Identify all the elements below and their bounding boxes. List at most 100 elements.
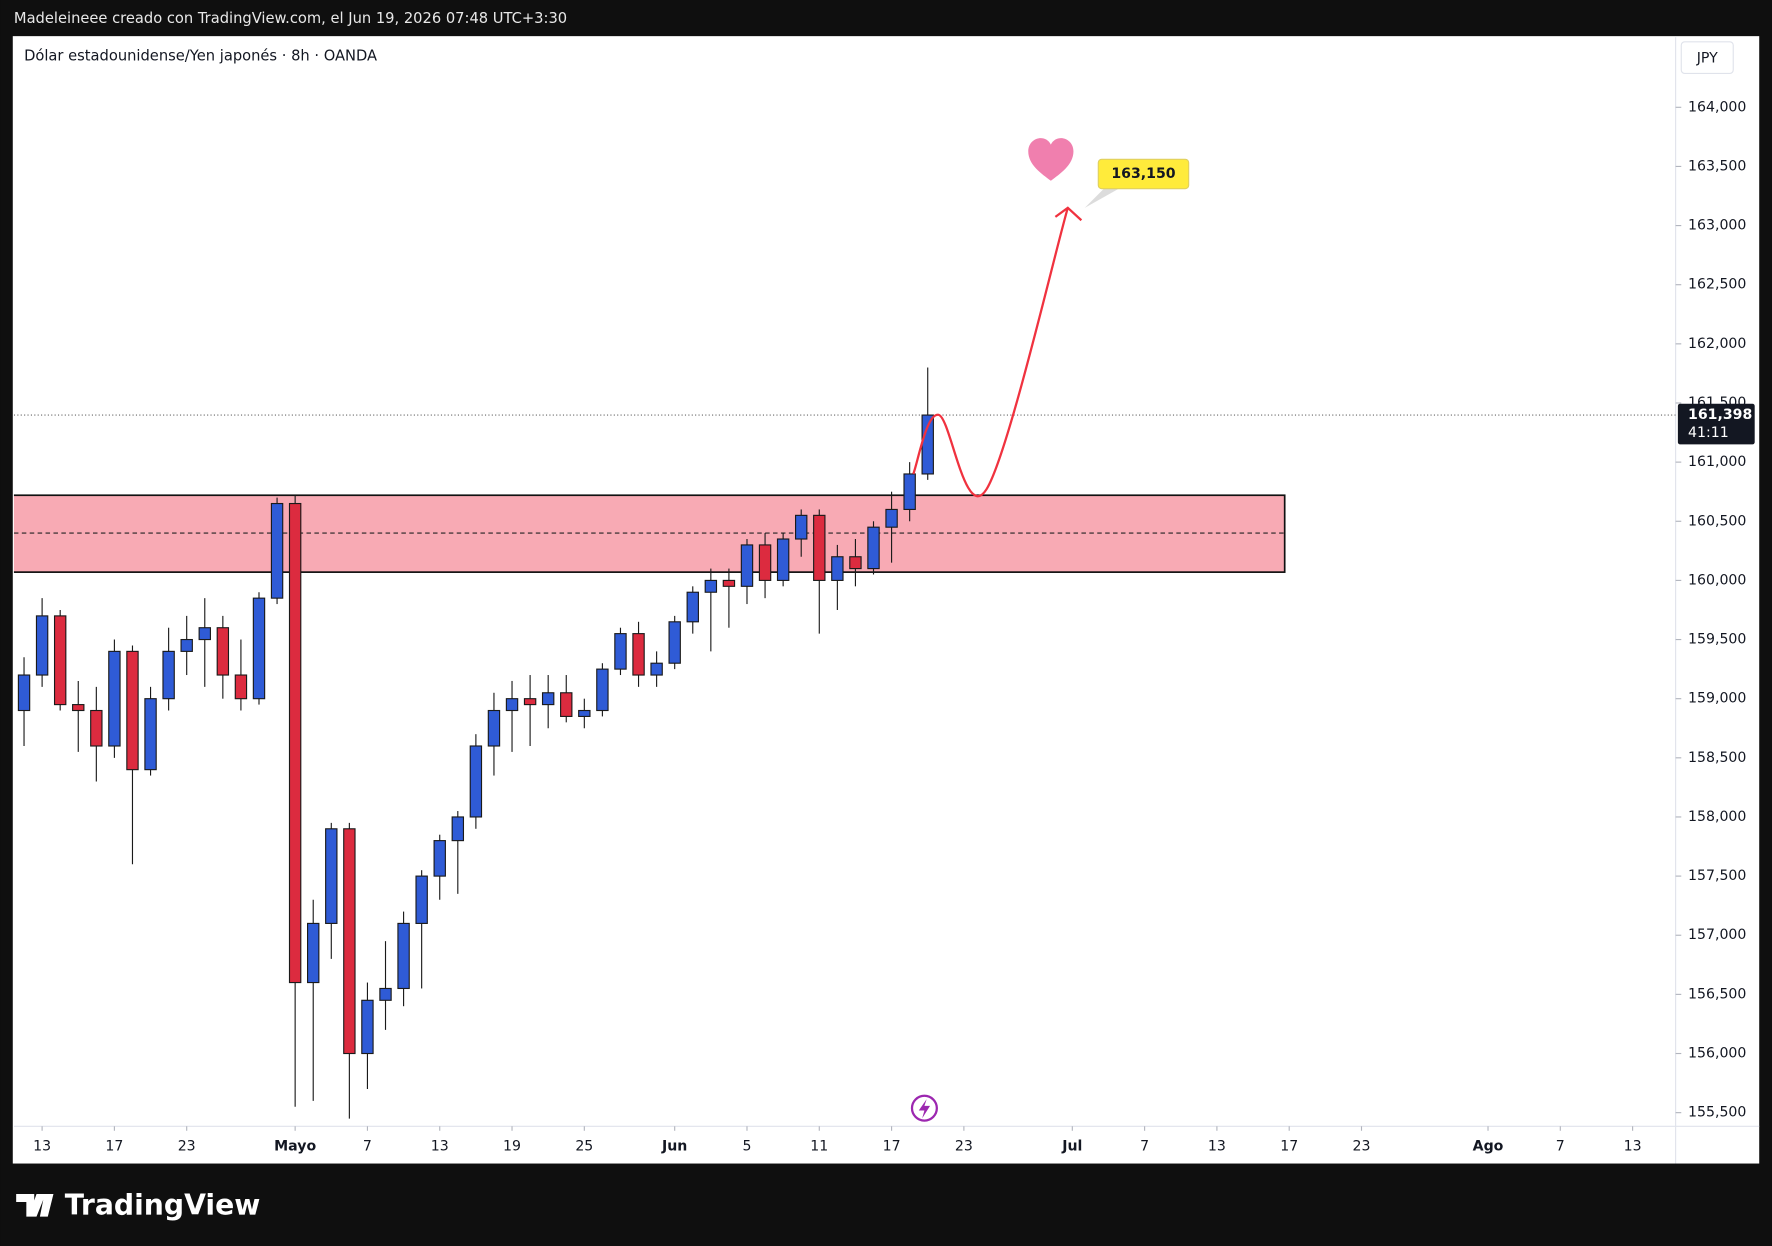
candle-body bbox=[614, 633, 627, 670]
candle-body bbox=[72, 704, 85, 712]
symbol-title: Dólar estadounidense/Yen japonés · 8h · … bbox=[24, 47, 377, 64]
x-tick-label: 25 bbox=[575, 1139, 593, 1155]
last-price-box bbox=[1677, 403, 1755, 445]
x-tick-label: 7 bbox=[1556, 1139, 1565, 1155]
candle-body bbox=[415, 875, 428, 924]
candle-body bbox=[831, 556, 844, 581]
candle-body bbox=[252, 597, 266, 700]
currency-button[interactable] bbox=[1680, 41, 1734, 74]
candle-body bbox=[704, 579, 718, 593]
candle-body bbox=[813, 514, 826, 581]
last-price-label: 161,398 bbox=[1688, 407, 1752, 423]
candle-body bbox=[126, 650, 139, 771]
x-tick-label: 7 bbox=[1140, 1139, 1149, 1155]
y-tick-label: 163,500 bbox=[1688, 158, 1746, 174]
candle-body bbox=[216, 627, 230, 676]
y-tick-label: 155,500 bbox=[1688, 1105, 1746, 1121]
lightning-icon bbox=[910, 1094, 938, 1122]
currency: JPY bbox=[1696, 51, 1718, 67]
x-tick-label: 13 bbox=[1624, 1139, 1642, 1155]
x-tick-label: 7 bbox=[363, 1139, 372, 1155]
chart-frame bbox=[12, 36, 1760, 1164]
candle-body bbox=[53, 615, 67, 706]
x-tick-label: 23 bbox=[178, 1139, 196, 1155]
x-tick-label: 13 bbox=[431, 1139, 449, 1155]
candle-body bbox=[17, 674, 31, 712]
y-tick-label: 159,000 bbox=[1688, 691, 1746, 707]
candle-body bbox=[469, 745, 483, 818]
candle-body bbox=[794, 514, 808, 540]
x-tick-label: 17 bbox=[1280, 1139, 1298, 1155]
candle-body bbox=[578, 709, 591, 717]
x-tick-label: Jul bbox=[1061, 1139, 1082, 1155]
y-tick-label: 163,000 bbox=[1688, 218, 1746, 234]
target-pointer bbox=[1084, 187, 1121, 208]
candle-body bbox=[686, 591, 699, 623]
candle-body bbox=[596, 668, 609, 712]
candle-body bbox=[758, 544, 772, 581]
brand: TradingView bbox=[65, 1188, 261, 1221]
projection-arrowhead bbox=[1054, 206, 1083, 222]
candle-body bbox=[849, 556, 862, 570]
target-box bbox=[1097, 158, 1190, 190]
heart bbox=[1028, 138, 1074, 181]
x-tick-label: 13 bbox=[33, 1139, 51, 1155]
y-tick-label: 164,000 bbox=[1688, 99, 1746, 115]
x-tick-label: 19 bbox=[503, 1139, 521, 1155]
projection bbox=[912, 207, 1069, 498]
candle-body bbox=[361, 999, 374, 1055]
x-tick-label: Ago bbox=[1473, 1139, 1504, 1155]
candle-body bbox=[632, 633, 645, 676]
candle-body bbox=[90, 709, 103, 747]
y-tick-label: 161,000 bbox=[1688, 454, 1746, 470]
brand-logo bbox=[16, 1194, 54, 1217]
candle-body bbox=[650, 662, 663, 676]
candle-body bbox=[180, 638, 193, 652]
candle-body bbox=[198, 627, 211, 641]
candle-body bbox=[162, 650, 175, 700]
y-tick-label: 158,000 bbox=[1688, 809, 1746, 825]
candle-body bbox=[505, 698, 519, 712]
candle-body bbox=[541, 692, 555, 706]
candle-body bbox=[379, 987, 392, 1001]
candle-body bbox=[487, 709, 501, 747]
candle-body bbox=[108, 650, 121, 747]
y-tick-label: 158,500 bbox=[1688, 750, 1746, 766]
countdown: 41:11 bbox=[1688, 425, 1729, 441]
plot: 163,150 bbox=[13, 138, 1676, 1119]
candle-body bbox=[451, 816, 465, 842]
x-tick-label: 5 bbox=[742, 1139, 751, 1155]
candle-body bbox=[234, 674, 248, 700]
candle-body bbox=[560, 692, 573, 717]
candle-body bbox=[343, 828, 356, 1055]
zone bbox=[13, 494, 1286, 573]
candle-body bbox=[867, 526, 880, 570]
candle-body bbox=[397, 922, 410, 990]
x-tick-label: 23 bbox=[1353, 1139, 1371, 1155]
x-tick-label: 13 bbox=[1208, 1139, 1226, 1155]
x-tick-label: Jun bbox=[661, 1139, 687, 1155]
candle-body bbox=[35, 615, 49, 676]
candle-body bbox=[144, 698, 157, 771]
y-tick-label: 159,500 bbox=[1688, 632, 1746, 648]
candle-body bbox=[722, 579, 736, 587]
x-tick-label: 23 bbox=[955, 1139, 973, 1155]
x-tick-label: 17 bbox=[883, 1139, 901, 1155]
x-tick-label: 17 bbox=[105, 1139, 123, 1155]
candle-body bbox=[668, 621, 681, 664]
y-tick-label: 160,000 bbox=[1688, 572, 1746, 588]
y-tick-label: 156,500 bbox=[1688, 986, 1746, 1002]
candle-body bbox=[523, 698, 537, 706]
x-tick-label: Mayo bbox=[274, 1139, 316, 1155]
candle-body bbox=[270, 502, 284, 599]
y-tick-label: 162,000 bbox=[1688, 336, 1746, 352]
candle-body bbox=[325, 828, 338, 924]
candle-body bbox=[288, 502, 302, 984]
author-line: Madeleineee creado con TradingView.com, … bbox=[14, 10, 567, 27]
y-tick-label: 160,500 bbox=[1688, 513, 1746, 529]
y-tick-label: 157,000 bbox=[1688, 927, 1746, 943]
candle-body bbox=[740, 544, 754, 587]
candle-body bbox=[903, 473, 916, 511]
